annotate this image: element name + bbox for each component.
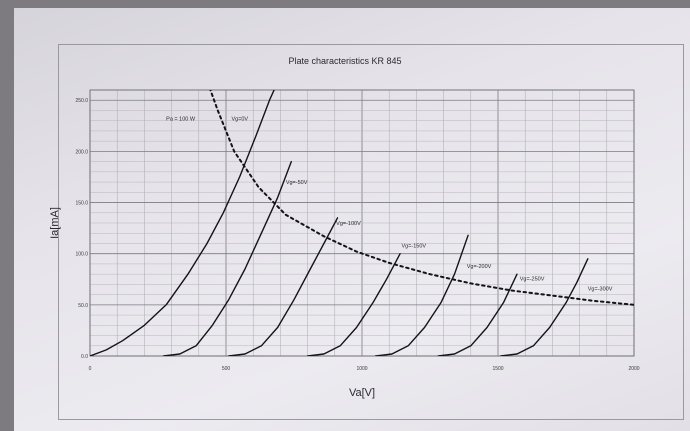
curve-label: Vg=-250V xyxy=(520,276,545,282)
curve-label: Vg=-200V xyxy=(467,264,492,270)
grid-voltage-curve xyxy=(90,90,275,356)
curve-label: Pa = 100 W xyxy=(166,117,196,123)
x-tick-label: 500 xyxy=(222,366,231,372)
y-tick-label: 200.0 xyxy=(75,149,88,155)
grid-voltage-curve xyxy=(162,160,292,356)
x-tick-label: 0 xyxy=(89,366,92,372)
grid-voltage-curve xyxy=(437,273,518,356)
grid-voltage-curve xyxy=(306,253,401,356)
max-dissipation-curve xyxy=(209,90,634,306)
x-tick-label: 1000 xyxy=(356,366,367,372)
grid-voltage-curve xyxy=(500,258,589,356)
curve-label: Vg=0V xyxy=(231,117,248,123)
y-tick-label: 50.0 xyxy=(78,303,88,309)
x-axis-label: Va[V] xyxy=(349,387,375,399)
curve-label: Vg=-150V xyxy=(401,244,426,250)
tick-labels: 0 500 1000 1500 2000 0.0 50.0 100.0 150.0 200.0 25… xyxy=(75,98,639,372)
y-tick-label: 100.0 xyxy=(75,252,88,258)
chart-title: Plate characteristics KR 845 xyxy=(288,56,401,66)
y-tick-label: 250.0 xyxy=(75,98,88,104)
x-tick-label: 2000 xyxy=(628,366,639,372)
plate-curves xyxy=(90,90,634,356)
x-tick-label: 1500 xyxy=(492,366,503,372)
y-axis-label: Ia[mA] xyxy=(49,207,61,239)
plot-border xyxy=(89,89,635,357)
grid xyxy=(89,89,635,357)
curve-label: Vg=-50V xyxy=(286,180,308,186)
grid-voltage-curve xyxy=(228,217,339,356)
y-tick-label: 150.0 xyxy=(75,201,88,207)
curve-label: Vg=-300V xyxy=(588,287,613,293)
curve-labels: Pa = 100 W Vg=0V Vg=-50V Vg=-100V Vg=-150V Vg… xyxy=(166,117,613,293)
paper-sheet xyxy=(14,8,690,431)
y-tick-label: 0.0 xyxy=(81,354,88,360)
grid-voltage-curve xyxy=(374,234,469,356)
curve-label: Vg=-100V xyxy=(336,221,361,227)
page-frame xyxy=(58,44,684,420)
